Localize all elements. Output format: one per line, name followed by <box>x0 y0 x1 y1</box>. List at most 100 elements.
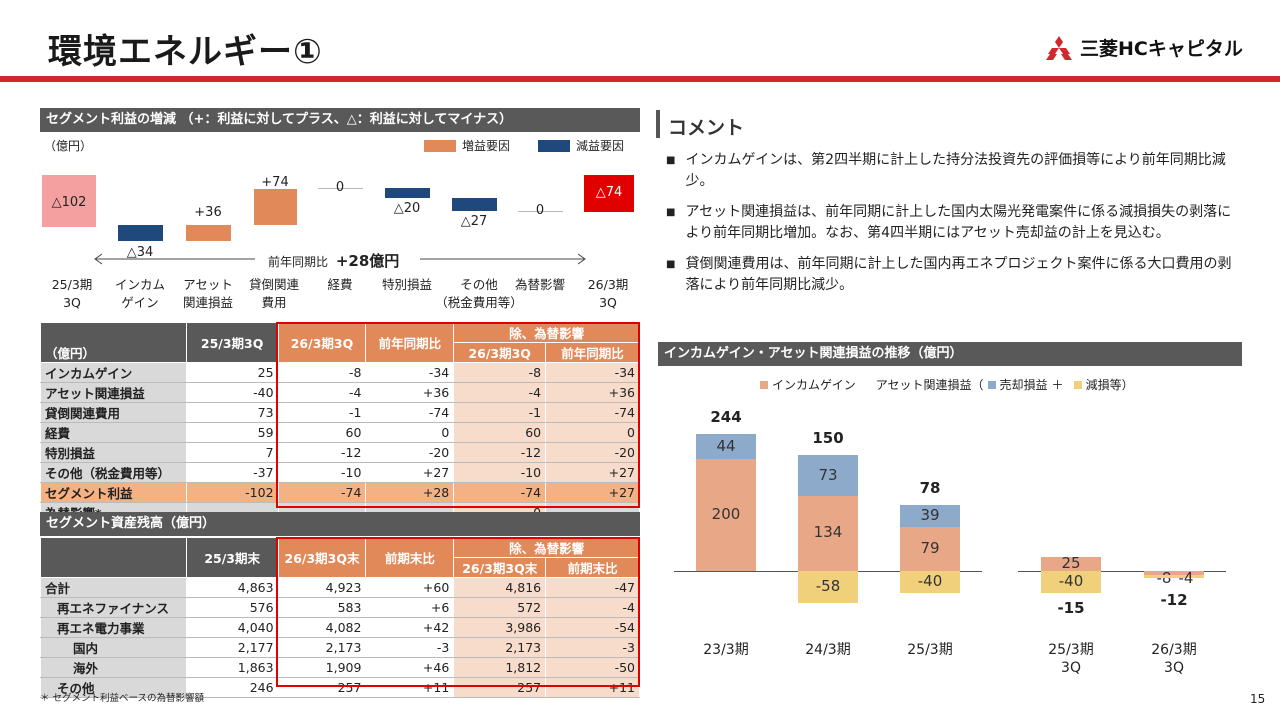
cell-value: -40 <box>185 382 279 403</box>
trend-segment-label: 39 <box>920 505 940 524</box>
asset-fx-group: 除、為替影響 <box>453 537 640 558</box>
cell-value: -74 <box>277 482 367 503</box>
yoy-label: 前年同期比 +28億円 <box>268 250 399 271</box>
logo-text: 三菱HCキャピタル <box>1080 38 1243 60</box>
cell-value: -20 <box>545 442 640 463</box>
cell-value: -8 <box>453 362 547 383</box>
wf-bar-expense <box>318 188 363 189</box>
mitsubishi-logo-icon <box>1046 35 1072 60</box>
trend-bar-インカムゲイン <box>696 459 756 571</box>
table-row: 海外 1,863 1,909 +46 1,812 -50 <box>40 657 640 678</box>
asset-fx-col-curr: 26/3期3Q末 <box>453 557 547 578</box>
cell-value: 4,816 <box>453 577 547 598</box>
wf-bar-other <box>452 198 497 211</box>
table-row: 再エネファイナンス 576 583 +6 572 -4 <box>40 597 640 618</box>
profit-col-yoy: 前年同期比 <box>365 322 455 363</box>
cell-value: -54 <box>545 617 640 638</box>
row-label: セグメント利益 <box>40 482 187 503</box>
row-label: 国内 <box>40 637 187 658</box>
table-row: その他（税金費用等） -37 -10 +27 -10 +27 <box>40 462 640 483</box>
wf-label-asset: +36 <box>194 205 222 220</box>
cell-value: +6 <box>365 597 455 618</box>
table-row: 経費 59 60 0 60 0 <box>40 422 640 443</box>
yoy-value: +28億円 <box>335 252 400 270</box>
page-number: 15 <box>1250 692 1266 706</box>
trend-segment-label: -4 <box>1178 569 1194 587</box>
comment-item: ■ 貸倒関連費用は、前年同期に計上した国内再エネプロジェクト案件に係る大口費用の… <box>666 254 1238 296</box>
wf-label-expense: 0 <box>335 180 345 195</box>
trend-bar-減損等 <box>1041 571 1101 594</box>
trend-bar-減損等 <box>798 571 858 604</box>
wf-bar-credit <box>254 189 297 225</box>
cell-value: 1,909 <box>277 657 367 678</box>
legend-decrease-swatch <box>538 139 570 152</box>
cell-value: 2,173 <box>453 637 547 658</box>
cell-value: 246 <box>185 677 279 698</box>
trend-baseline <box>1018 571 1226 572</box>
cell-value: 4,863 <box>185 577 279 598</box>
trend-bar-売却損益 <box>900 504 960 527</box>
asset-col-prev: 25/3期末 <box>185 537 279 578</box>
row-label: インカムゲイン <box>40 362 187 383</box>
wf-bar-asset <box>186 225 231 241</box>
cell-value: -34 <box>365 362 455 383</box>
cell-value: 257 <box>453 677 547 698</box>
cell-value: +36 <box>365 382 455 403</box>
row-label: その他 <box>40 677 187 698</box>
row-label: 特別損益 <box>40 442 187 463</box>
wf-cat-special: 特別損益 <box>381 277 432 292</box>
comment-item: ■ インカムゲインは、第2四半期に計上した持分法投資先の評価損等により前年同期比… <box>666 150 1238 192</box>
cell-value: 576 <box>185 597 279 618</box>
cell-value: 1,812 <box>453 657 547 678</box>
row-label: 海外 <box>40 657 187 678</box>
cell-value: 4,040 <box>185 617 279 638</box>
cell-value: 257 <box>277 677 367 698</box>
cell-value: +28 <box>365 482 455 503</box>
cell-value: 0 <box>545 422 640 443</box>
row-label: 再エネファイナンス <box>40 597 187 618</box>
profit-col-prev: 25/3期3Q <box>185 322 279 363</box>
wf-label-start: △102 <box>51 195 87 210</box>
cell-value: +46 <box>365 657 455 678</box>
profit-fx-col-curr: 26/3期3Q <box>453 342 547 363</box>
cell-value: 7 <box>185 442 279 463</box>
cell-value: -74 <box>545 402 640 423</box>
wf-label-fx: 0 <box>535 203 545 218</box>
comment-title-bar <box>656 110 660 138</box>
legend-increase: 増益要因 <box>424 137 510 154</box>
trend-chart-header: インカムゲイン・アセット関連損益の推移（億円） <box>658 342 1242 366</box>
cell-value: +60 <box>365 577 455 598</box>
cell-value: +27 <box>365 462 455 483</box>
trend-bar-売却損益 <box>696 434 756 459</box>
asset-header: セグメント資産残高（億円） <box>40 512 640 536</box>
wf-bar-start <box>42 175 96 227</box>
profit-col-curr: 26/3期3Q <box>277 322 367 363</box>
cell-value: -47 <box>545 577 640 598</box>
profit-fx-col-yoy: 前年同期比 <box>545 342 640 363</box>
trend-total-label: -15 <box>1057 599 1085 618</box>
profit-table: （億円） 25/3期3Q 26/3期3Q 前年同期比 除、為替影響 26/3期3… <box>40 322 640 523</box>
trend-bar-減損等 <box>1144 575 1204 578</box>
cell-value: 583 <box>277 597 367 618</box>
cell-value: 59 <box>185 422 279 443</box>
trend-segment-label: 200 <box>711 505 741 523</box>
trend-segment-label: 79 <box>920 538 940 557</box>
profit-unit: （億円） <box>40 322 187 363</box>
company-logo: 三菱HCキャピタル <box>1046 34 1243 61</box>
trend-total-label: 150 <box>812 429 844 448</box>
cell-value: 73 <box>185 402 279 423</box>
wf-cat-income: インカム ゲイン <box>114 277 165 310</box>
cell-value: -12 <box>277 442 367 463</box>
cell-value: 572 <box>453 597 547 618</box>
comment-text-2: アセット関連損益は、前年同期に計上した国内太陽光発電案件に係る減損損失の剥落によ… <box>685 204 1232 241</box>
trend-axis-label: 26/3期 3Q <box>1151 642 1197 676</box>
trend-total-label: 78 <box>919 478 941 497</box>
cell-value: -4 <box>453 382 547 403</box>
trend-segment-label: 73 <box>818 465 838 484</box>
asset-col-diff: 前期末比 <box>365 537 455 578</box>
table-row: セグメント利益 -102 -74 +28 -74 +27 <box>40 482 640 503</box>
trend-bar-売却損益 <box>798 455 858 496</box>
legend-income-swatch <box>760 380 768 389</box>
trend-axis-label: 23/3期 <box>703 642 749 658</box>
wf-label-special: △20 <box>393 201 421 216</box>
